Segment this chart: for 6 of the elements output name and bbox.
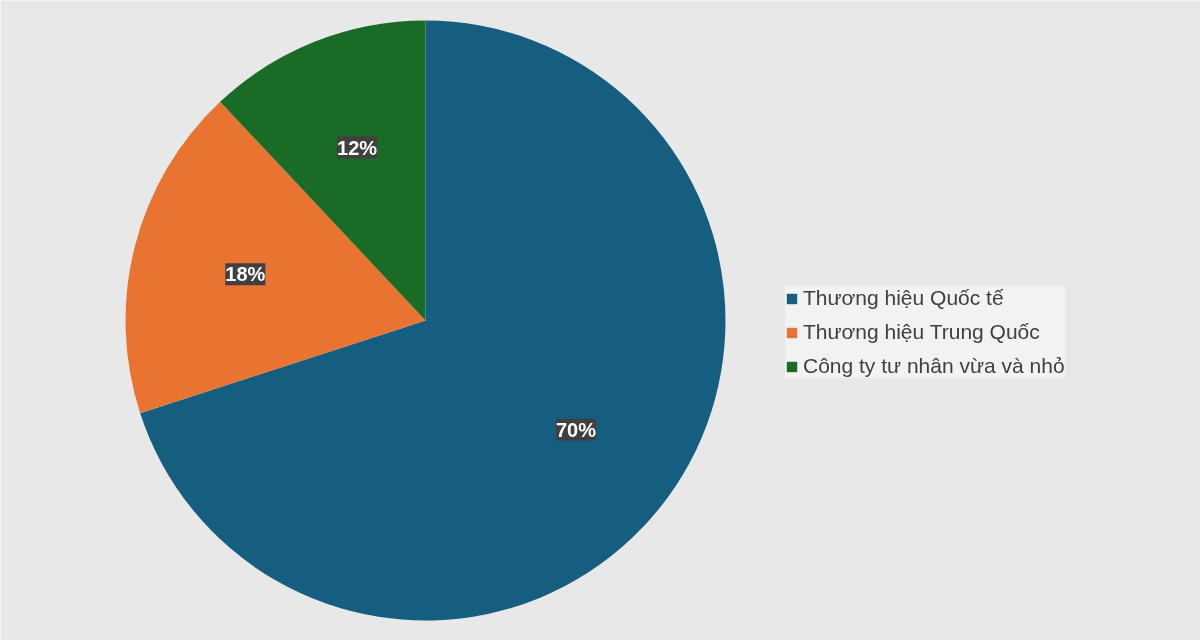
legend-label: Thương hiệu Quốc tế [803,286,1004,310]
legend-label: Thương hiệu Trung Quốc [803,320,1040,344]
data-label: 12% [337,136,378,159]
data-label: 18% [225,263,266,286]
legend-label: Công ty tư nhân vừa và nhỏ [803,354,1065,378]
data-label: 70% [555,418,597,441]
